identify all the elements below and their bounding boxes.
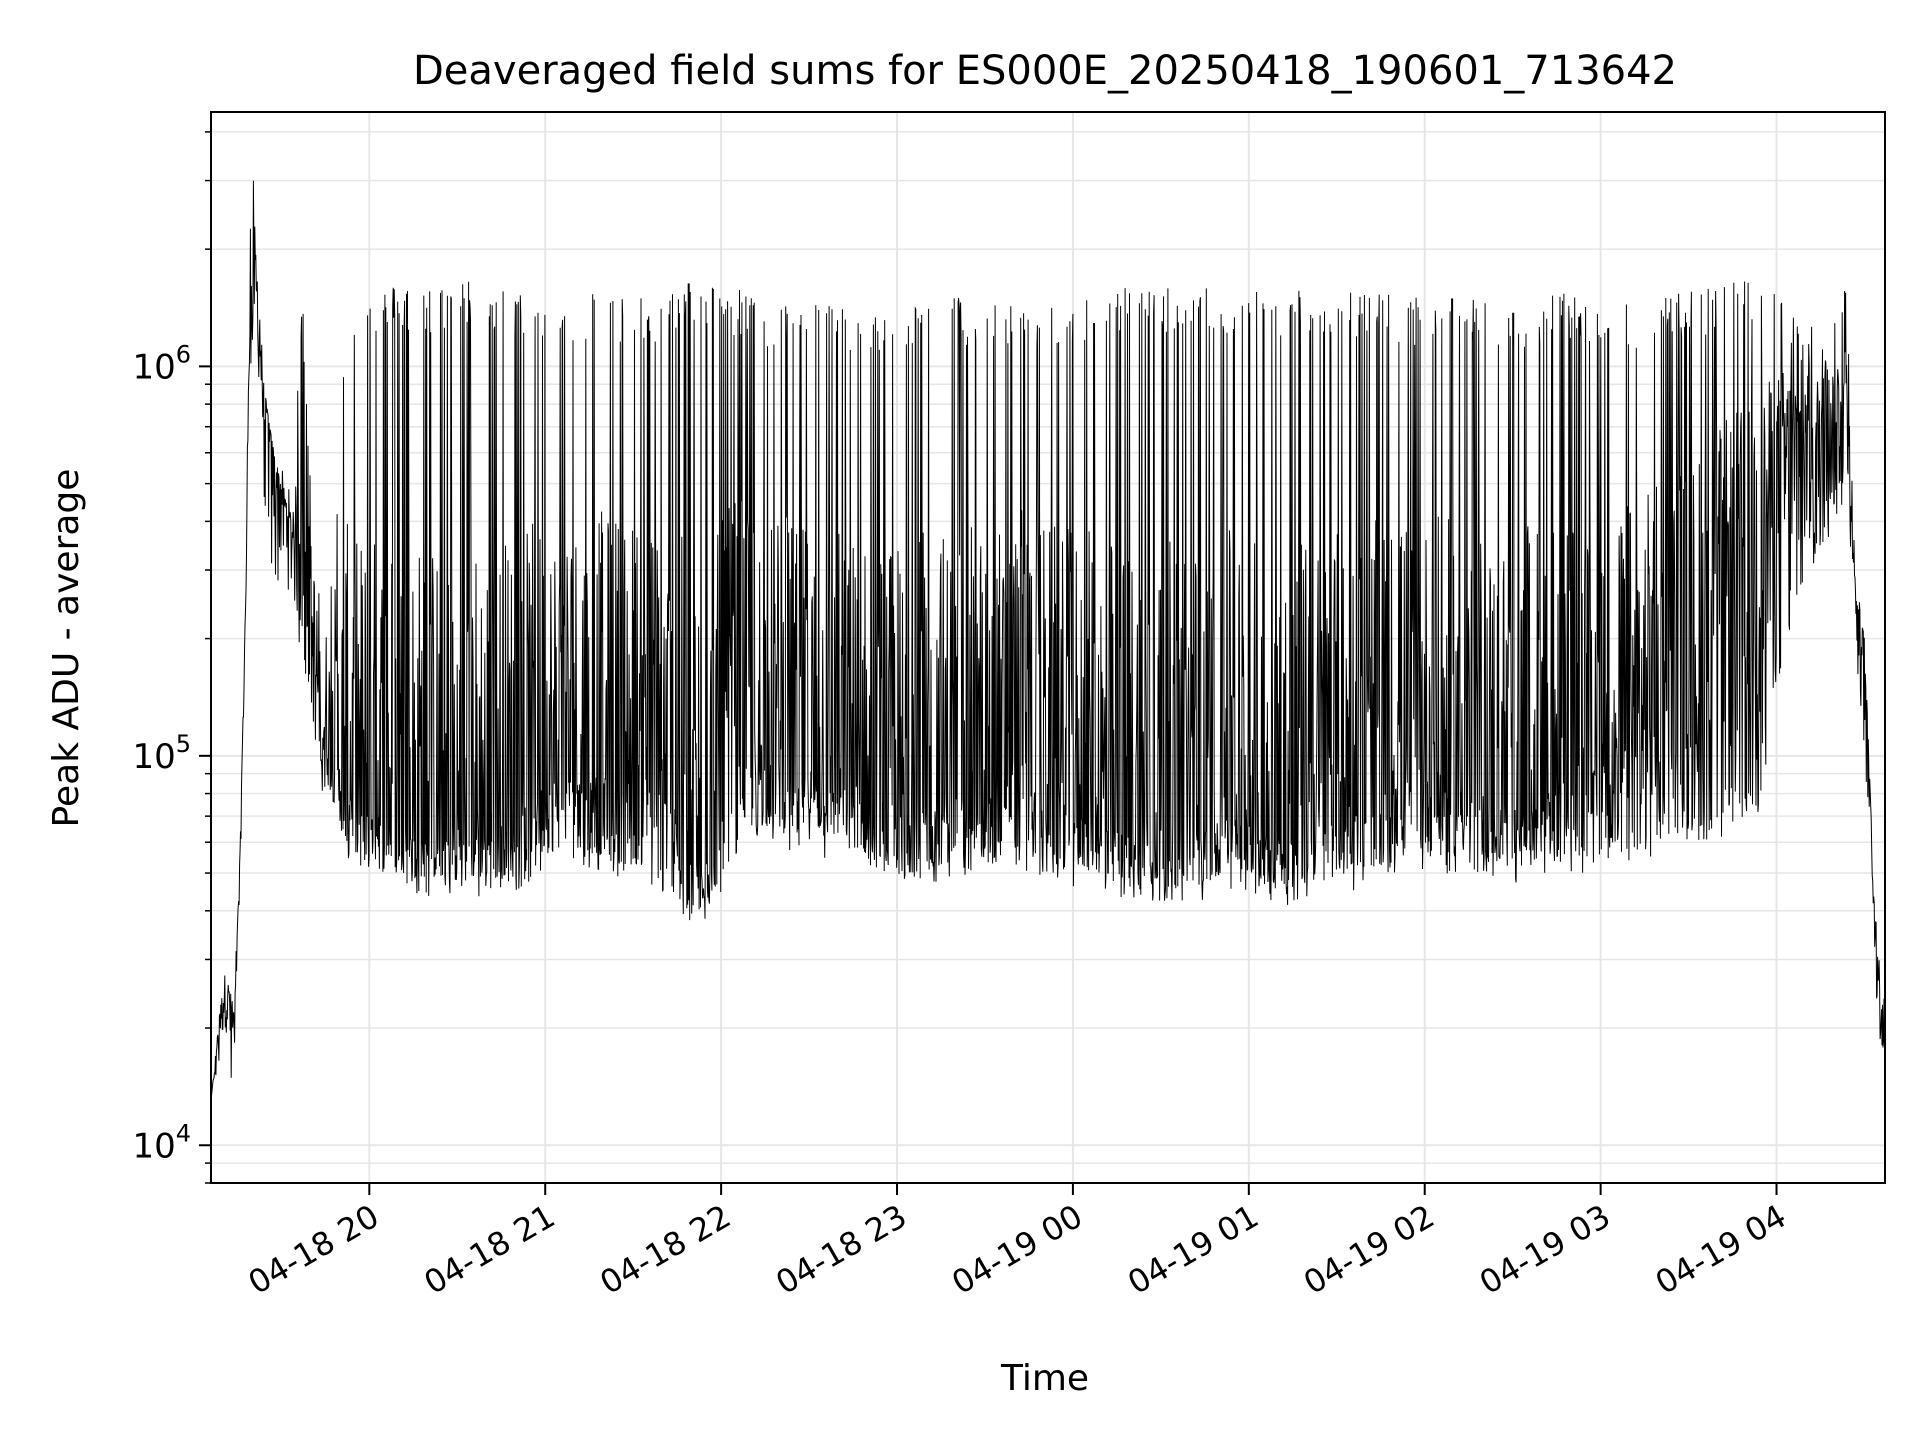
series-line xyxy=(211,180,1885,1101)
x-tick-label: 04-19 01 xyxy=(1121,1197,1265,1302)
x-tick-label: 04-19 00 xyxy=(945,1197,1089,1302)
y-axis-ticks: 104 105 106 xyxy=(132,131,211,1184)
plot-frame xyxy=(210,111,1886,1184)
y-tick-label: 104 xyxy=(132,1119,191,1166)
x-tick-label: 04-18 20 xyxy=(242,1197,386,1302)
y-axis-label: Peak ADU - average xyxy=(46,469,87,828)
x-tick-label: 04-18 22 xyxy=(594,1197,738,1302)
y-tick-label: 105 xyxy=(132,730,191,777)
x-axis-label: Time xyxy=(1000,1358,1089,1399)
x-tick-label: 04-19 04 xyxy=(1649,1197,1793,1302)
x-tick-label: 04-19 02 xyxy=(1297,1197,1441,1302)
x-tick-label: 04-18 21 xyxy=(418,1197,562,1302)
chart-title: Deaveraged field sums for ES000E_2025041… xyxy=(413,48,1677,94)
x-axis-ticks: 04-18 20 04-18 21 04-18 22 04-18 23 04-19 00… xyxy=(242,1183,1793,1302)
y-tick-label: 106 xyxy=(132,340,191,387)
x-tick-label: 04-19 03 xyxy=(1473,1197,1617,1302)
x-tick-label: 04-18 23 xyxy=(769,1197,913,1302)
